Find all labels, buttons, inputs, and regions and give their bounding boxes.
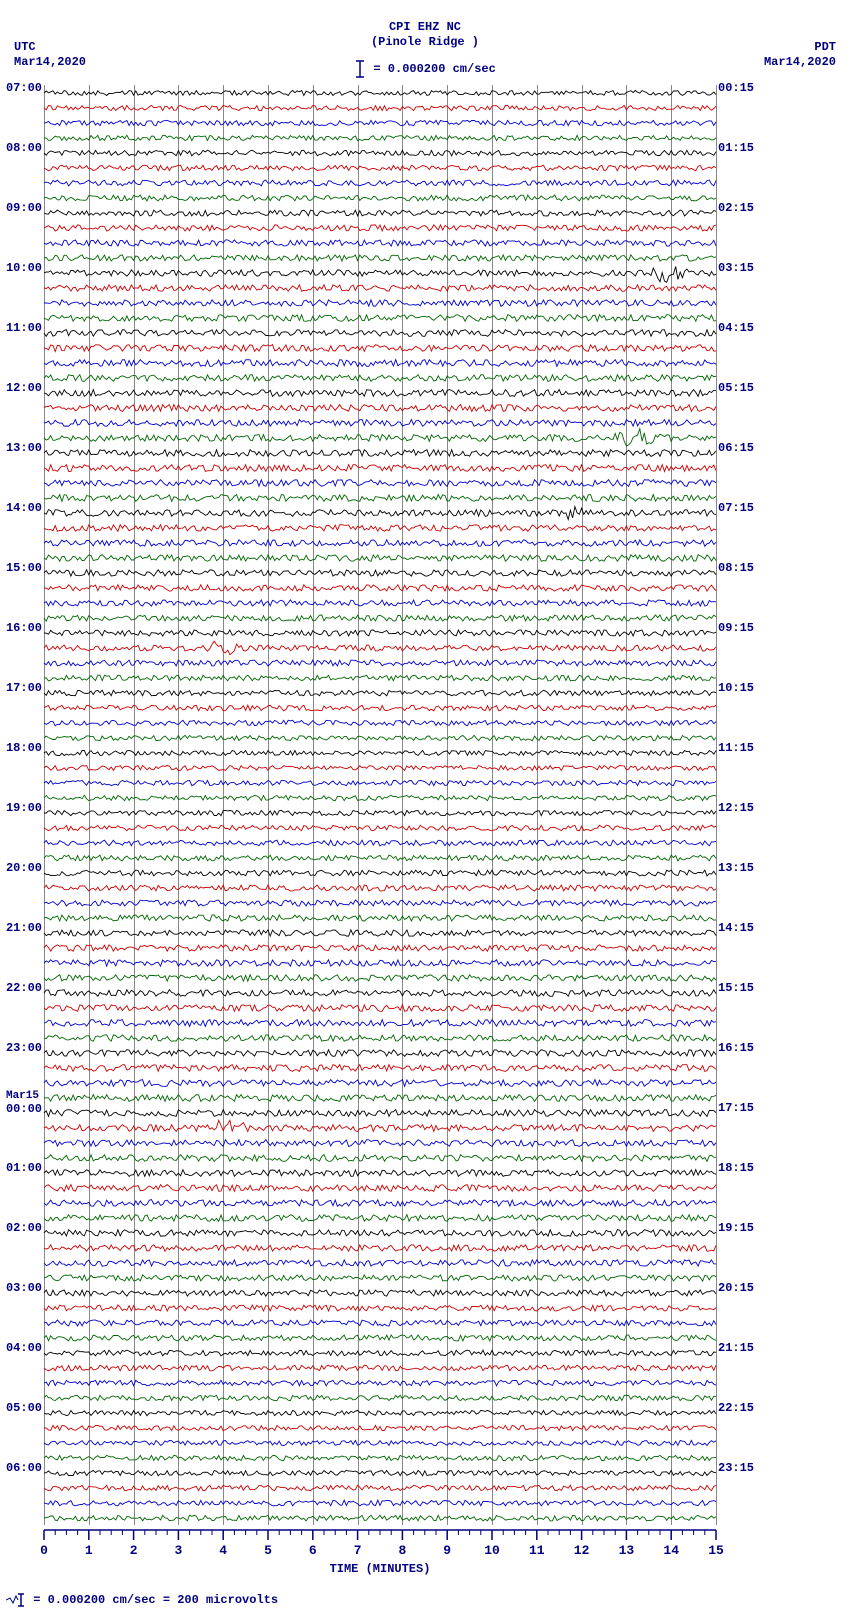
- footer-scale-icon: [6, 1593, 26, 1607]
- pdt-time-label: 19:15: [716, 1221, 754, 1235]
- pdt-time-label: 23:15: [716, 1461, 754, 1475]
- utc-time-label: 10:00: [6, 261, 44, 275]
- utc-time-label: 12:00: [6, 381, 44, 395]
- utc-time-label: 02:00: [6, 1221, 44, 1235]
- footer-text: = 0.000200 cm/sec = 200 microvolts: [33, 1593, 278, 1607]
- utc-time-label: 01:00: [6, 1161, 44, 1175]
- utc-time-label: 07:00: [6, 81, 44, 95]
- pdt-time-label: 16:15: [716, 1041, 754, 1055]
- pdt-time-label: 17:15: [716, 1101, 754, 1115]
- svg-text:15: 15: [708, 1543, 724, 1558]
- pdt-time-label: 10:15: [716, 681, 754, 695]
- seismogram-plot: 07:0008:0009:0010:0011:0012:0013:0014:00…: [44, 85, 716, 1525]
- pdt-time-label: 04:15: [716, 321, 754, 335]
- station-id: CPI EHZ NC: [0, 20, 850, 35]
- seismogram-page: CPI EHZ NC (Pinole Ridge ) UTC Mar14,202…: [0, 0, 850, 1613]
- utc-time-label: 18:00: [6, 741, 44, 755]
- pdt-time-label: 02:15: [716, 201, 754, 215]
- utc-time-label: 13:00: [6, 441, 44, 455]
- utc-time-label: 21:00: [6, 921, 44, 935]
- svg-text:2: 2: [130, 1543, 138, 1558]
- pdt-time-label: 03:15: [716, 261, 754, 275]
- utc-time-label: 15:00: [6, 561, 44, 575]
- trace-row: [44, 1510, 716, 1525]
- svg-text:12: 12: [574, 1543, 590, 1558]
- pdt-time-label: 12:15: [716, 801, 754, 815]
- utc-time-label: 09:00: [6, 201, 44, 215]
- svg-text:6: 6: [309, 1543, 317, 1558]
- utc-time-label: 14:00: [6, 501, 44, 515]
- pdt-time-label: 15:15: [716, 981, 754, 995]
- svg-text:0: 0: [40, 1543, 48, 1558]
- pdt-time-label: 18:15: [716, 1161, 754, 1175]
- scale-text: = 0.000200 cm/sec: [373, 62, 495, 76]
- utc-time-label: 04:00: [6, 1341, 44, 1355]
- pdt-time-label: 22:15: [716, 1401, 754, 1415]
- utc-time-label: 19:00: [6, 801, 44, 815]
- utc-time-label: 08:00: [6, 141, 44, 155]
- svg-text:14: 14: [663, 1543, 679, 1558]
- utc-time-label: 11:00: [6, 321, 44, 335]
- utc-time-label: 22:00: [6, 981, 44, 995]
- utc-time-label: 03:00: [6, 1281, 44, 1295]
- svg-text:3: 3: [174, 1543, 182, 1558]
- utc-time-label: 23:00: [6, 1041, 44, 1055]
- station-location: (Pinole Ridge ): [0, 35, 850, 50]
- tz-label-right: PDT: [764, 40, 836, 55]
- pdt-time-label: 00:15: [716, 81, 754, 95]
- pdt-time-label: 01:15: [716, 141, 754, 155]
- utc-time-label: 17:00: [6, 681, 44, 695]
- tz-label-left: UTC: [14, 40, 86, 55]
- svg-text:5: 5: [264, 1543, 272, 1558]
- svg-text:4: 4: [219, 1543, 227, 1558]
- svg-text:8: 8: [398, 1543, 406, 1558]
- pdt-time-label: 07:15: [716, 501, 754, 515]
- svg-text:7: 7: [354, 1543, 362, 1558]
- pdt-time-label: 13:15: [716, 861, 754, 875]
- pdt-time-label: 06:15: [716, 441, 754, 455]
- header: CPI EHZ NC (Pinole Ridge ): [0, 20, 850, 50]
- svg-text:10: 10: [484, 1543, 500, 1558]
- utc-time-label: 16:00: [6, 621, 44, 635]
- pdt-time-label: 11:15: [716, 741, 754, 755]
- svg-text:1: 1: [85, 1543, 93, 1558]
- svg-text:11: 11: [529, 1543, 545, 1558]
- utc-time-label: 20:00: [6, 861, 44, 875]
- scale-indicator: = 0.000200 cm/sec: [0, 60, 850, 78]
- utc-time-label: 05:00: [6, 1401, 44, 1415]
- pdt-time-label: 05:15: [716, 381, 754, 395]
- utc-time-label: 06:00: [6, 1461, 44, 1475]
- pdt-time-label: 08:15: [716, 561, 754, 575]
- svg-text:13: 13: [619, 1543, 635, 1558]
- utc-time-label: Mar1500:00: [6, 1090, 44, 1116]
- pdt-time-label: 20:15: [716, 1281, 754, 1295]
- pdt-time-label: 21:15: [716, 1341, 754, 1355]
- pdt-time-label: 09:15: [716, 621, 754, 635]
- x-axis-label: TIME (MINUTES): [44, 1562, 716, 1576]
- svg-text:9: 9: [443, 1543, 451, 1558]
- pdt-time-label: 14:15: [716, 921, 754, 935]
- footer: = 0.000200 cm/sec = 200 microvolts: [6, 1593, 278, 1607]
- scale-bar-icon: [354, 60, 366, 78]
